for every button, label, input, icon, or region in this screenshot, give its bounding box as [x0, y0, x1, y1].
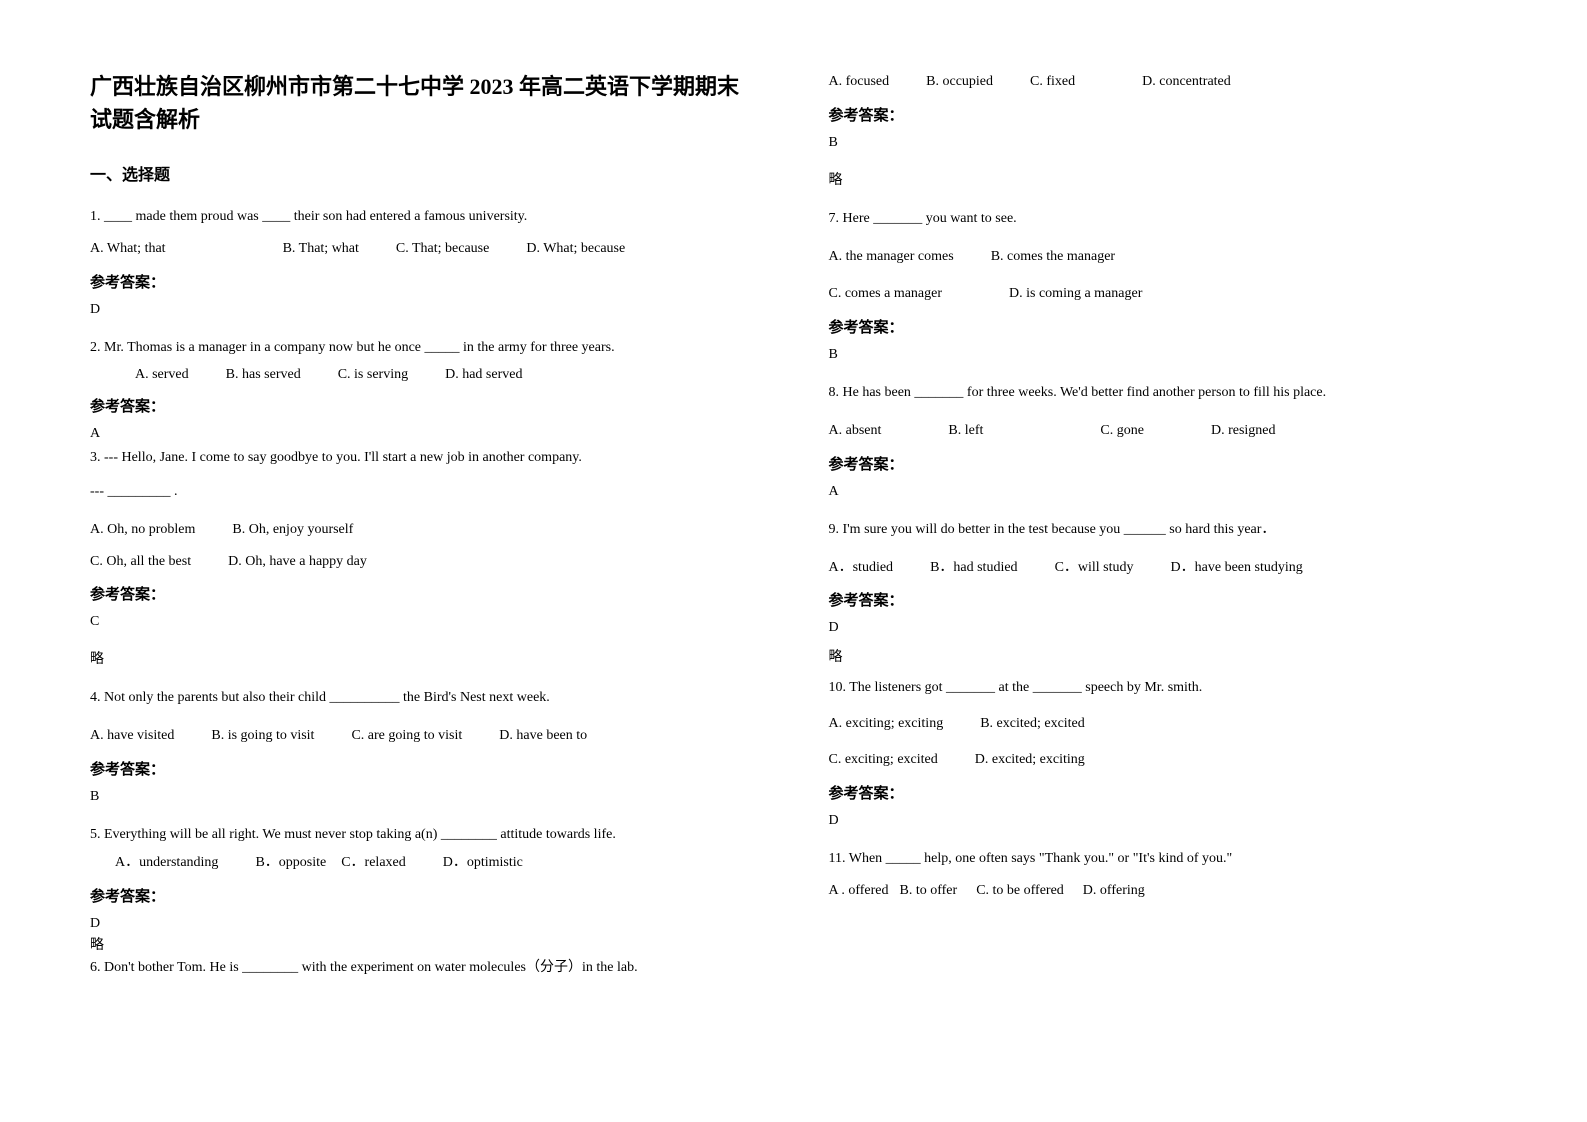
- q5-answer-label: 参考答案：: [90, 885, 759, 906]
- q10-option-d: D. excited; exciting: [975, 752, 1085, 767]
- q3-note: 略: [90, 648, 759, 668]
- q5-answer: D: [90, 916, 759, 932]
- question-7-options-row2: C. comes a manager D. is coming a manage…: [829, 282, 1498, 306]
- q6-option-c: C. fixed: [1030, 74, 1075, 89]
- q9-answer-label: 参考答案：: [829, 589, 1498, 610]
- question-9-options: A．studied B．had studied C．will study D．h…: [829, 556, 1498, 580]
- q4-option-d: D. have been to: [499, 728, 587, 743]
- q2-answer-label: 参考答案：: [90, 395, 759, 416]
- q1-option-d: D. What; because: [526, 241, 625, 256]
- q9-note: 略: [829, 646, 1498, 666]
- q11-option-b: B. to offer: [900, 883, 958, 898]
- document-title: 广西壮族自治区柳州市市第二十七中学 2023 年高二英语下学期期末试题含解析: [90, 70, 759, 136]
- q3-answer: C: [90, 614, 759, 630]
- section-heading: 一、选择题: [90, 161, 759, 185]
- q3-option-b: B. Oh, enjoy yourself: [232, 522, 353, 537]
- question-6-text: 6. Don't bother Tom. He is ________ with…: [90, 956, 759, 980]
- question-4-options: A. have visited B. is going to visit C. …: [90, 724, 759, 748]
- q1-answer-label: 参考答案：: [90, 271, 759, 292]
- q2-option-d: D. had served: [445, 367, 522, 382]
- q10-option-b: B. excited; excited: [980, 716, 1085, 731]
- q1-option-a: A. What; that: [90, 241, 166, 256]
- question-3-options-row2: C. Oh, all the best D. Oh, have a happy …: [90, 550, 759, 574]
- q9-option-b: B．had studied: [930, 560, 1018, 575]
- q4-option-a: A. have visited: [90, 728, 174, 743]
- question-1-text: 1. ____ made them proud was ____ their s…: [90, 205, 759, 229]
- q9-option-a: A．studied: [829, 560, 894, 575]
- q9-answer: D: [829, 620, 1498, 636]
- q5-option-b: B．opposite: [255, 855, 326, 870]
- q3-option-a: A. Oh, no problem: [90, 522, 195, 537]
- question-11-options: A . offered B. to offer C. to be offered…: [829, 879, 1498, 903]
- q3-option-c: C. Oh, all the best: [90, 554, 191, 569]
- question-5-text: 5. Everything will be all right. We must…: [90, 823, 759, 847]
- question-1-options: A. What; that B. That; what C. That; bec…: [90, 237, 759, 261]
- q8-answer: A: [829, 484, 1498, 500]
- question-10-options-row2: C. exciting; excited D. excited; excitin…: [829, 748, 1498, 772]
- question-2-text: 2. Mr. Thomas is a manager in a company …: [90, 336, 759, 360]
- question-7-text: 7. Here _______ you want to see.: [829, 207, 1498, 231]
- question-3-text-2: --- _________ .: [90, 480, 759, 504]
- q4-answer-label: 参考答案：: [90, 758, 759, 779]
- question-8-text: 8. He has been _______ for three weeks. …: [829, 381, 1498, 405]
- q11-option-d: D. offering: [1083, 883, 1145, 898]
- q1-option-b: B. That; what: [283, 241, 359, 256]
- q5-option-d: D．optimistic: [443, 855, 523, 870]
- left-column: 广西壮族自治区柳州市市第二十七中学 2023 年高二英语下学期期末试题含解析 一…: [90, 70, 759, 987]
- document-body: 广西壮族自治区柳州市市第二十七中学 2023 年高二英语下学期期末试题含解析 一…: [90, 70, 1497, 987]
- q4-option-c: C. are going to visit: [351, 728, 462, 743]
- q1-answer: D: [90, 302, 759, 318]
- q8-option-b: B. left: [948, 423, 983, 438]
- question-7-options-row1: A. the manager comes B. comes the manage…: [829, 245, 1498, 269]
- question-10-text: 10. The listeners got _______ at the ___…: [829, 676, 1498, 700]
- q8-answer-label: 参考答案：: [829, 453, 1498, 474]
- question-10-options-row1: A. exciting; exciting B. excited; excite…: [829, 712, 1498, 736]
- q9-option-c: C．will study: [1055, 560, 1134, 575]
- q2-option-a: A. served: [135, 367, 189, 382]
- q9-option-d: D．have been studying: [1171, 560, 1303, 575]
- question-5-options: A．understanding B．opposite C．relaxed D．o…: [90, 851, 759, 875]
- q7-option-b: B. comes the manager: [991, 249, 1115, 264]
- q6-answer-label: 参考答案：: [829, 104, 1498, 125]
- q7-answer: B: [829, 347, 1498, 363]
- question-9-text: 9. I'm sure you will do better in the te…: [829, 518, 1498, 542]
- q6-option-a: A. focused: [829, 74, 890, 89]
- q5-note: 略: [90, 934, 759, 954]
- q5-option-c: C．relaxed: [341, 855, 406, 870]
- q6-option-b: B. occupied: [926, 74, 993, 89]
- q2-option-b: B. has served: [226, 367, 301, 382]
- q8-option-a: A. absent: [829, 423, 882, 438]
- q10-option-c: C. exciting; excited: [829, 752, 938, 767]
- q6-note: 略: [829, 169, 1498, 189]
- q8-option-c: C. gone: [1100, 423, 1144, 438]
- question-8-options: A. absent B. left C. gone D. resigned: [829, 419, 1498, 443]
- q10-answer-label: 参考答案：: [829, 782, 1498, 803]
- q6-option-d: D. concentrated: [1142, 74, 1231, 89]
- q4-option-b: B. is going to visit: [211, 728, 314, 743]
- q8-option-d: D. resigned: [1211, 423, 1276, 438]
- q3-answer-label: 参考答案：: [90, 583, 759, 604]
- q3-option-d: D. Oh, have a happy day: [228, 554, 367, 569]
- q2-answer: A: [90, 426, 759, 442]
- question-3-text-1: 3. --- Hello, Jane. I come to say goodby…: [90, 446, 759, 470]
- question-2-options: A. served B. has served C. is serving D.…: [90, 363, 759, 387]
- q7-answer-label: 参考答案：: [829, 316, 1498, 337]
- q2-option-c: C. is serving: [338, 367, 408, 382]
- q11-option-c: C. to be offered: [976, 883, 1064, 898]
- question-4-text: 4. Not only the parents but also their c…: [90, 686, 759, 710]
- question-11-text: 11. When _____ help, one often says "Tha…: [829, 847, 1498, 871]
- q5-option-a: A．understanding: [115, 855, 218, 870]
- q1-option-c: C. That; because: [396, 241, 489, 256]
- q10-answer: D: [829, 813, 1498, 829]
- q4-answer: B: [90, 789, 759, 805]
- q6-answer: B: [829, 135, 1498, 151]
- question-6-options: A. focused B. occupied C. fixed D. conce…: [829, 70, 1498, 94]
- q10-option-a: A. exciting; exciting: [829, 716, 944, 731]
- q7-option-d: D. is coming a manager: [1009, 286, 1142, 301]
- q7-option-c: C. comes a manager: [829, 286, 943, 301]
- right-column: A. focused B. occupied C. fixed D. conce…: [829, 70, 1498, 987]
- q7-option-a: A. the manager comes: [829, 249, 954, 264]
- question-3-options-row1: A. Oh, no problem B. Oh, enjoy yourself: [90, 518, 759, 542]
- q11-option-a: A . offered: [829, 883, 889, 898]
